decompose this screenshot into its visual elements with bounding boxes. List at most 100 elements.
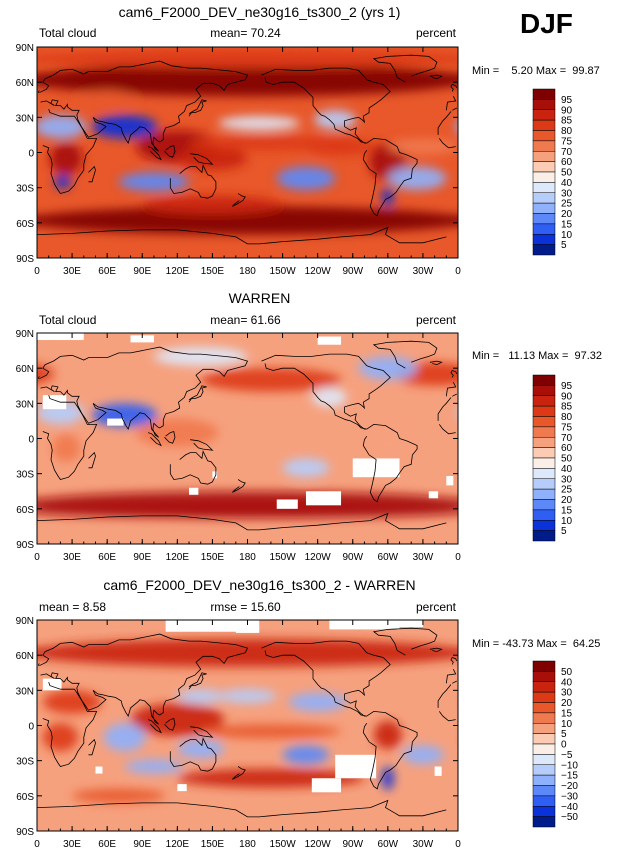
colorbar-swatch: [532, 234, 556, 245]
field-blob: [200, 724, 342, 739]
coastline-eurasia: [445, 669, 457, 684]
field-blob: [177, 146, 248, 171]
colorbar-label: 30: [561, 188, 573, 199]
x-tick-label: 180: [239, 839, 256, 850]
coastline-sumatra: [147, 146, 162, 161]
x-tick-label: 150E: [201, 552, 225, 563]
colorbar-swatch: [532, 733, 556, 745]
colorbar-swatch: [532, 754, 556, 765]
colorbar-swatch: [532, 416, 556, 428]
field-blob: [103, 723, 146, 752]
y-tick-label: 90N: [16, 43, 34, 54]
missing-data-patch: [107, 418, 124, 426]
colorbar-swatch: [532, 478, 556, 490]
missing-data-patch: [352, 458, 400, 478]
coastline-africa: [437, 684, 452, 708]
colorbar-label: 95: [561, 381, 573, 392]
field-blob: [598, 689, 644, 703]
field-blob: [218, 116, 301, 131]
colorbar-swatch: [532, 447, 556, 459]
x-tick-label: 0: [34, 266, 40, 277]
y-tick-label: 60S: [16, 505, 34, 516]
coastline-madagascar: [88, 451, 96, 469]
colorbar-swatch: [532, 437, 556, 448]
panel-title: WARREN: [229, 290, 291, 306]
panel-left-label: Total cloud: [39, 26, 96, 40]
colorbar-label: 50: [561, 667, 573, 678]
season-label: DJF: [520, 8, 573, 39]
coastline-southAmerica: [362, 137, 418, 217]
field-blob: [464, 690, 522, 713]
field-blob: [381, 766, 394, 790]
coastline-africa: [42, 394, 98, 480]
coastline-sumatra: [147, 432, 162, 447]
coastline-africa: [438, 138, 456, 149]
map-field: [37, 620, 644, 831]
field-blob: [54, 174, 71, 189]
colorbar-label: 25: [561, 485, 573, 496]
missing-data-patch: [399, 620, 423, 628]
colorbar-label: −40: [561, 802, 578, 813]
colorbar-swatch: [532, 395, 556, 407]
field-blob: [358, 356, 418, 380]
colorbar-label: 40: [561, 464, 573, 475]
coastline-newguinea: [190, 153, 214, 165]
colorbar-swatch: [532, 816, 556, 828]
field-blob: [305, 137, 377, 157]
panel-units-label: percent: [416, 600, 457, 614]
y-tick-label: 60S: [16, 792, 34, 803]
field-blob: [598, 147, 644, 170]
missing-data-patch: [212, 471, 218, 479]
coastline-australia: [169, 450, 217, 485]
x-tick-label: 120E: [166, 839, 190, 850]
y-tick-label: 60N: [16, 651, 34, 662]
missing-data-patch: [42, 678, 62, 691]
minmax-label: Min = -43.73 Max = 64.25: [472, 638, 600, 650]
colorbar-swatch: [532, 468, 556, 479]
colorbar-label: 15: [561, 708, 573, 719]
colorbar-label: 80: [561, 412, 573, 423]
colorbar-swatch: [532, 660, 556, 672]
x-tick-label: 60E: [98, 266, 116, 277]
colorbar-swatch: [532, 499, 556, 511]
colorbar-swatch: [532, 192, 556, 204]
field-blob: [610, 136, 644, 150]
colorbar-swatch: [532, 681, 556, 693]
y-tick-label: 60S: [16, 219, 34, 230]
coastline-eurasia: [39, 60, 249, 152]
field-blob: [446, 55, 458, 62]
missing-data-patch: [428, 491, 439, 499]
colorbar-label: 70: [561, 433, 573, 444]
field-blob: [282, 458, 330, 478]
x-tick-label: 150W: [270, 266, 297, 277]
coastline-sumatra: [147, 719, 162, 734]
colorbar-label: 60: [561, 443, 573, 454]
y-tick-label: 90S: [16, 827, 34, 838]
field-blob: [311, 388, 347, 407]
colorbar-swatch: [532, 130, 556, 142]
missing-data-patch: [37, 333, 84, 341]
colorbar-label: 75: [561, 136, 573, 147]
coastline-japan: [188, 99, 207, 117]
coastline-newzealand: [232, 479, 246, 493]
missing-data-patch: [95, 766, 103, 774]
missing-data-patch: [165, 620, 260, 632]
colorbar-swatch: [532, 702, 556, 714]
field-blob: [37, 206, 458, 235]
missing-data-patch: [276, 499, 298, 509]
colorbar-swatch: [532, 712, 556, 724]
colorbar-swatch: [532, 671, 556, 682]
colorbar-swatch: [532, 119, 556, 131]
x-tick-label: 0: [455, 552, 461, 563]
field-blob: [458, 401, 505, 424]
colorbar-swatch: [532, 785, 556, 797]
field-blob: [37, 364, 55, 384]
field-blob: [639, 689, 644, 703]
coastline-eurasia: [39, 346, 249, 438]
field-blob: [37, 504, 458, 519]
coastline-newguinea: [190, 726, 214, 738]
missing-data-patch: [177, 784, 187, 792]
missing-data-patch: [317, 336, 342, 345]
field-blob: [598, 769, 644, 788]
